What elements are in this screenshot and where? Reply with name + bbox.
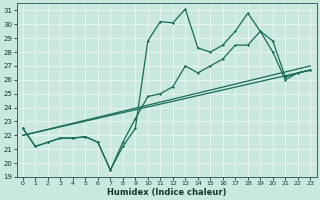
X-axis label: Humidex (Indice chaleur): Humidex (Indice chaleur) bbox=[107, 188, 226, 197]
